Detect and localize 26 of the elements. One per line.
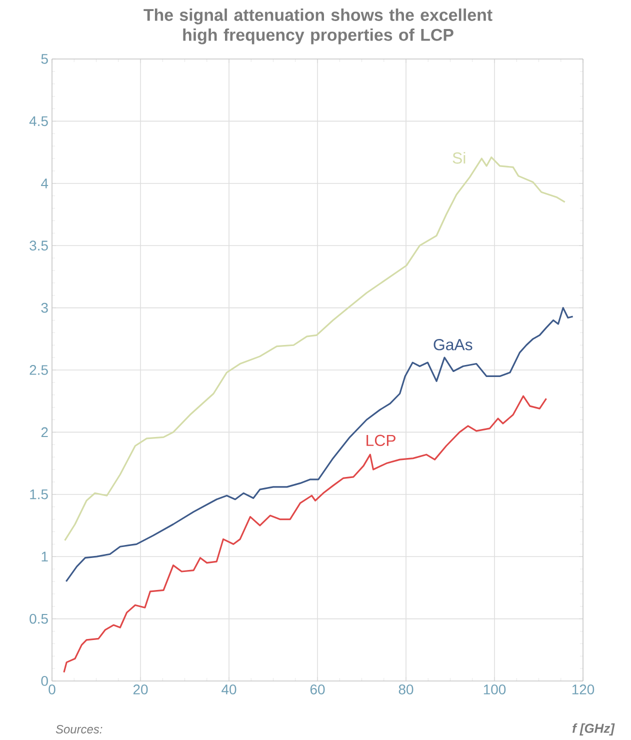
- y-tick-label: 4: [41, 178, 48, 188]
- y-tick-label: 2.5: [30, 365, 48, 375]
- x-tick-label: 80: [398, 684, 414, 694]
- y-tick-label: 1: [42, 552, 48, 562]
- series-label: Si: [452, 152, 466, 164]
- x-tick-label: 40: [222, 684, 236, 694]
- y-tick-label: 3.5: [30, 240, 48, 251]
- y-tick-label: 5: [41, 54, 48, 64]
- x-tick-label: 100: [484, 684, 506, 694]
- x-tick-label: 120: [572, 684, 594, 694]
- x-tick-label: 20: [133, 684, 148, 694]
- x-axis-title: f [GHz]: [572, 723, 615, 736]
- y-tick-label: 2: [41, 427, 48, 438]
- line-series: [63, 395, 548, 674]
- y-tick-label: 0.5: [30, 614, 48, 624]
- line-series: [65, 306, 574, 582]
- series-label: GaAs: [434, 339, 472, 350]
- y-tick-label: 0: [41, 676, 48, 686]
- chart-title: The signal attenuation shows the excellent high frequency properties of LCP: [144, 8, 492, 44]
- y-tick-label: 3: [41, 302, 48, 313]
- source-note: Sources:: [56, 725, 102, 734]
- x-tick-label: 60: [310, 684, 325, 694]
- y-tick-label: 1.5: [30, 490, 48, 500]
- y-tick-label: 4.5: [29, 116, 48, 126]
- series-label: LCP: [366, 434, 396, 446]
- x-tick-label: 0: [48, 684, 56, 694]
